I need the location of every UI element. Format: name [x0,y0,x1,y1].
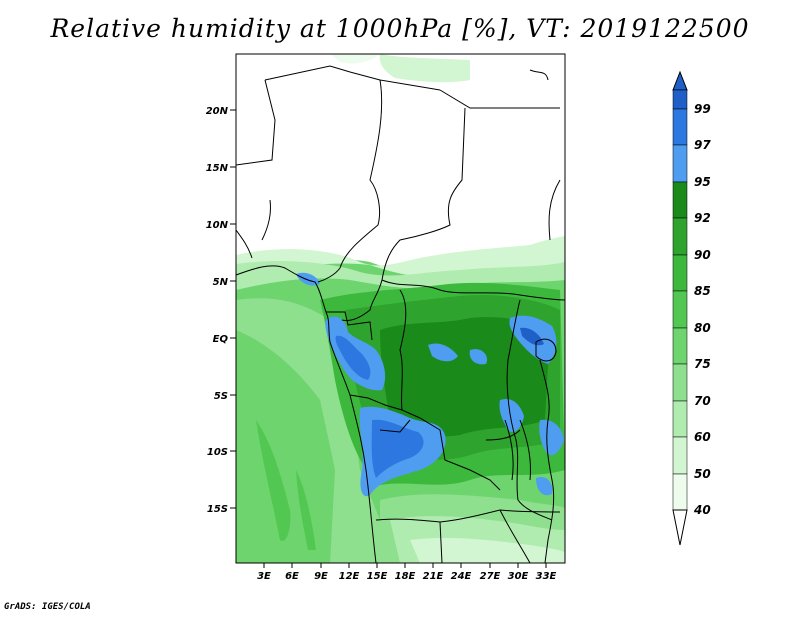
country-boundaries [236,65,565,563]
colorbar-top-arrow [672,70,688,91]
lat-label: 5N [213,277,229,288]
colorbar-segment [672,181,688,219]
colorbar-label: 99 [694,102,711,116]
lat-label: 5S [214,391,228,402]
colorbar-label: 85 [694,284,711,298]
colorbar: 99 97 95 92 90 85 80 75 70 60 50 40 [672,70,711,546]
colorbar-segment [672,436,688,475]
colorbar-label: 50 [694,467,711,481]
colorbar-segment [672,254,688,292]
colorbar-segment [672,400,688,438]
colorbar-label: 80 [694,321,711,335]
lon-label: 30E [508,571,529,582]
colorbar-label: 60 [694,430,711,444]
colorbar-label: 70 [694,394,711,408]
lon-label: 24E [451,571,472,582]
lon-label: 12E [339,571,360,582]
colorbar-bottom-arrow [672,509,688,546]
lat-label: 20N [206,106,229,117]
lat-label: 15S [207,504,228,515]
lon-label: 15E [367,571,388,582]
colorbar-label: 92 [694,211,711,225]
lon-label: 9E [314,571,328,582]
lon-label: 3E [257,571,271,582]
lat-label: 15N [206,163,229,174]
colorbar-label: 97 [694,138,711,152]
colorbar-segment [672,108,688,146]
colorbar-segment [672,217,688,256]
colorbar-segment [672,327,688,365]
colorbar-label: 90 [694,248,711,262]
colorbar-segment [672,89,688,110]
lon-label: 21E [423,571,444,582]
lon-label: 33E [536,571,557,582]
grads-credit: GrADS: IGES/COLA [4,602,91,612]
longitude-axis: 3E 6E 9E 12E 15E 18E 21E 24E 27E 30E 33E [257,563,557,582]
colorbar-segment [672,363,688,402]
lat-label: EQ [213,334,229,345]
colorbar-segment [672,473,688,511]
latitude-axis: 20N 15N 10N 5N EQ 5S 10S 15S [206,106,236,515]
map-frame [235,53,566,564]
lon-label: 6E [285,571,299,582]
colorbar-label: 95 [694,175,711,189]
lon-label: 27E [480,571,501,582]
lat-label: 10S [207,447,228,458]
humidity-field [236,54,565,563]
lat-label: 10N [206,220,229,231]
colorbar-label: 75 [694,357,711,371]
colorbar-segment [672,290,688,329]
lon-label: 18E [395,571,416,582]
colorbar-label: 40 [693,503,711,517]
map-title: Relative humidity at 1000hPa [%], VT: 20… [50,14,750,43]
colorbar-segment [672,144,688,183]
